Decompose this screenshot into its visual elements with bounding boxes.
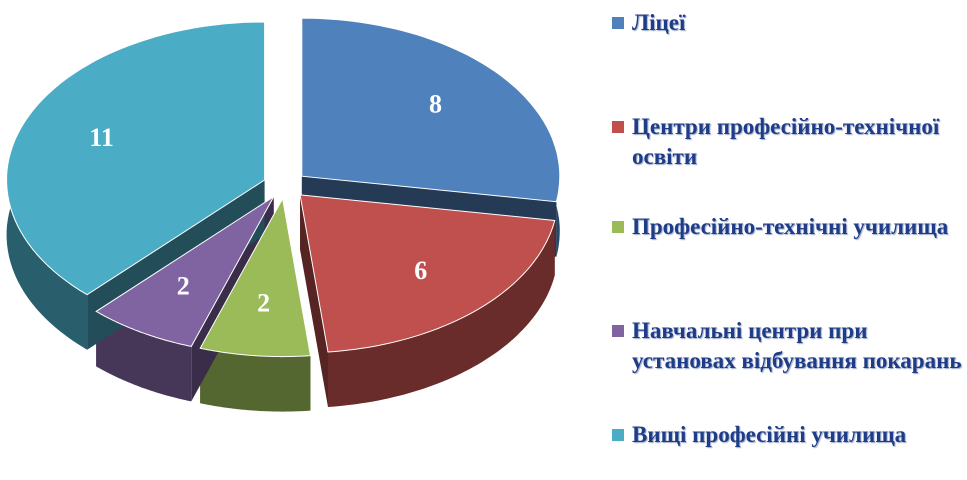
legend-label: Професійно-технічні училища: [632, 214, 949, 239]
legend-swatch: [612, 221, 624, 233]
legend-entry: Професійно-технічні училища: [612, 212, 962, 242]
data-label: 11: [89, 123, 114, 152]
legend-entry: Вищі професійні училища: [612, 420, 962, 450]
legend-entry: Навчальні центри при установах відбуванн…: [612, 316, 962, 376]
slice-side: [96, 311, 192, 402]
pie-slice: [299, 194, 556, 353]
legend-swatch: [612, 325, 624, 337]
pie-slice: [301, 17, 561, 203]
legend-swatch: [612, 429, 624, 441]
slice-side: [200, 348, 311, 412]
data-label: 6: [414, 256, 427, 285]
legend-label: Вищі професійні училища: [632, 422, 907, 447]
legend-label: Ліцеї: [632, 10, 686, 35]
legend-swatch: [612, 121, 624, 133]
pie-slice: [199, 197, 312, 358]
data-label: 8: [429, 90, 442, 119]
slice-side: [328, 220, 555, 407]
legend-label: Центри професійно-технічної освіти: [632, 114, 940, 169]
pie-slice: [6, 21, 266, 296]
legend-entry: Центри професійно-технічної освіти: [612, 112, 962, 172]
pie-slice: [95, 196, 275, 347]
pie-area: 8 6 2 2 11: [6, 17, 561, 412]
data-label: 2: [177, 272, 190, 301]
legend-swatch: [612, 17, 624, 29]
data-label: 2: [257, 288, 270, 317]
legend-entry: Ліцеї: [612, 8, 962, 38]
legend-label: Навчальні центри при установах відбуванн…: [632, 318, 962, 373]
slice-cut-face: [300, 194, 328, 407]
